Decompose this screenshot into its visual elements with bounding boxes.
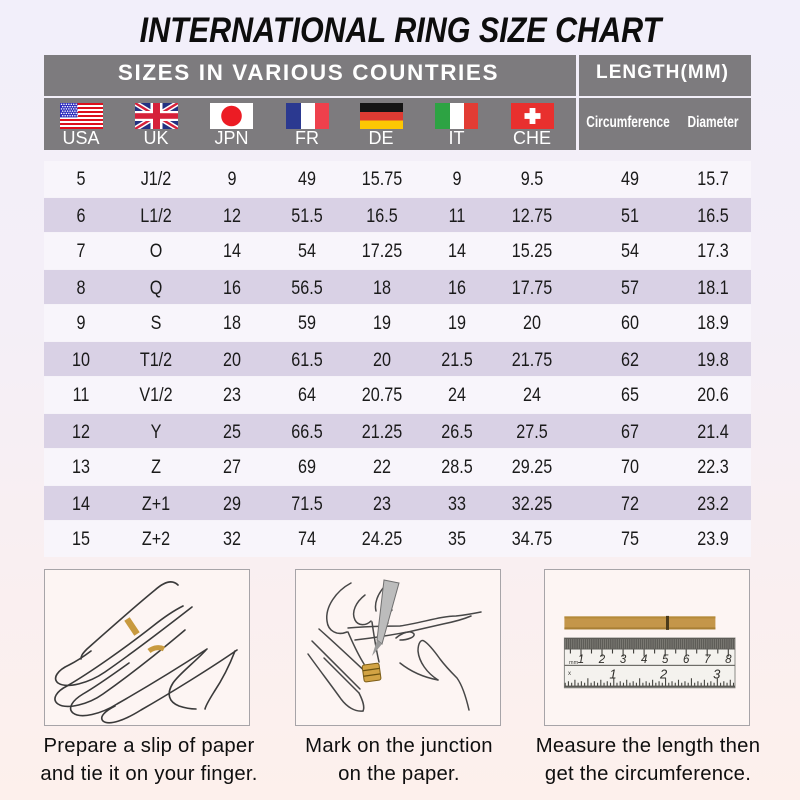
svg-text:4: 4: [641, 654, 647, 666]
svg-text:3: 3: [713, 667, 721, 682]
svg-text:2: 2: [659, 667, 668, 682]
svg-text:5: 5: [662, 654, 669, 666]
svg-text:x: x: [568, 671, 571, 677]
svg-text:1: 1: [578, 654, 584, 666]
svg-text:mm: mm: [569, 660, 579, 666]
svg-text:3: 3: [620, 654, 627, 666]
svg-text:6: 6: [683, 654, 690, 666]
svg-text:1: 1: [609, 667, 616, 682]
svg-text:8: 8: [725, 654, 732, 666]
svg-text:7: 7: [704, 654, 711, 666]
svg-text:2: 2: [598, 654, 606, 666]
